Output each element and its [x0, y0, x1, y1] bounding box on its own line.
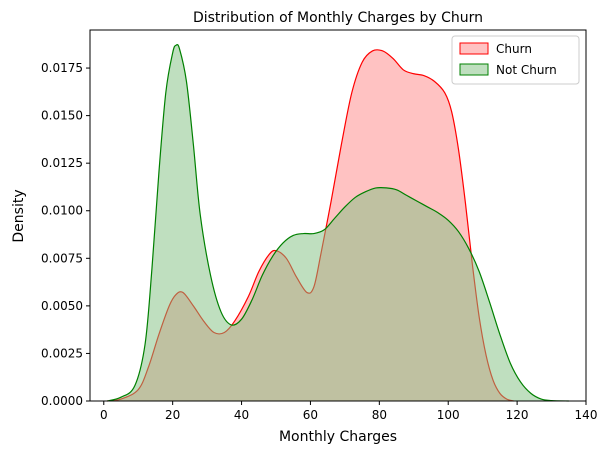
- x-tick-label: 20: [165, 408, 180, 422]
- plot-frame: [89, 29, 587, 402]
- x-tick-label: 120: [506, 408, 529, 422]
- y-tick-label: 0.0125: [41, 156, 83, 170]
- legend: Churn Not Churn: [451, 35, 580, 85]
- y-axis: 0.0000 0.0025 0.0050 0.0075 0.0100 0.0125 0.01…: [41, 61, 90, 408]
- y-tick-label: 0.0025: [41, 346, 83, 360]
- y-tick-label: 0.0150: [41, 109, 83, 123]
- x-tick-label: 60: [303, 408, 318, 422]
- y-tick-label: 0.0000: [41, 394, 83, 408]
- legend-swatch-not-churn: [459, 63, 489, 76]
- density-fill-not-churn: [107, 44, 569, 402]
- x-axis: 0 20 40 60 80 100 120 140: [100, 401, 597, 422]
- x-axis-label: Monthly Charges: [279, 429, 397, 445]
- x-tick-label: 40: [234, 408, 249, 422]
- legend-label-churn: Churn: [496, 42, 532, 56]
- legend-swatch-churn: [459, 42, 489, 55]
- y-axis-label: Density: [11, 189, 27, 242]
- y-tick-label: 0.0100: [41, 204, 83, 218]
- legend-label-not-churn: Not Churn: [496, 63, 557, 77]
- x-tick-label: 80: [372, 408, 387, 422]
- y-tick-label: 0.0175: [41, 61, 83, 75]
- y-tick-label: 0.0075: [41, 251, 83, 265]
- y-tick-label: 0.0050: [41, 299, 83, 313]
- x-tick-label: 100: [437, 408, 460, 422]
- x-tick-label: 140: [575, 408, 598, 422]
- x-tick-label: 0: [100, 408, 108, 422]
- series-layer: [107, 43, 569, 402]
- density-line-not-churn: [107, 43, 569, 402]
- chart-title: Distribution of Monthly Charges by Churn: [193, 10, 483, 26]
